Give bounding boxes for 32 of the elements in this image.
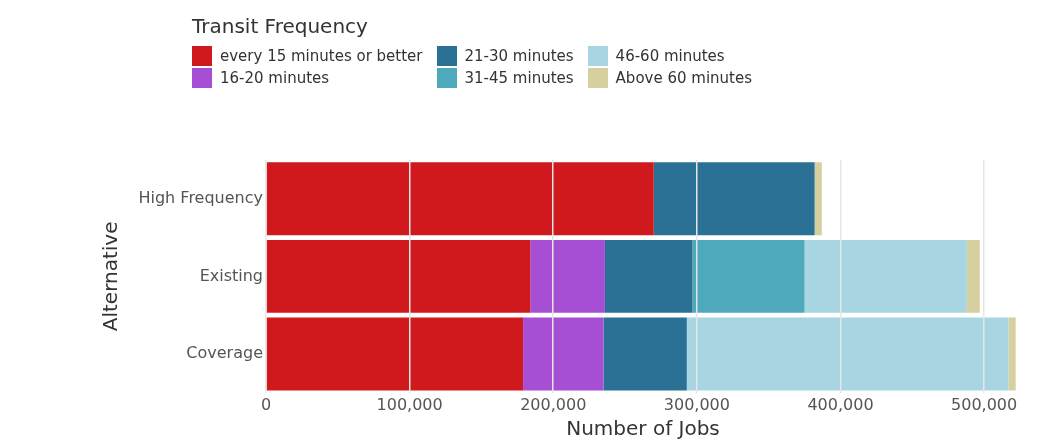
- x-axis-title: Number of Jobs: [566, 416, 720, 441]
- x-tick-label: 0: [260, 394, 272, 414]
- y-tick-label: High Frequency: [138, 187, 263, 207]
- bar: [653, 162, 815, 236]
- x-tick-label: 200,000: [520, 394, 587, 414]
- bar: [686, 317, 1009, 391]
- bar: [523, 317, 604, 391]
- legend-label: 21-30 minutes: [464, 47, 574, 65]
- legend-title: Transit Frequency: [192, 14, 369, 38]
- bar: [804, 239, 967, 313]
- bar: [530, 239, 605, 313]
- bar: [692, 239, 805, 313]
- bar: [266, 317, 524, 391]
- legend-label: Above 60 minutes: [615, 69, 752, 87]
- legend-label: every 15 minutes or better: [220, 47, 423, 65]
- x-tick-label: 400,000: [807, 394, 874, 414]
- y-tick-label: Coverage: [186, 343, 263, 363]
- y-tick-label: Existing: [199, 265, 263, 285]
- x-tick-label: 100,000: [376, 394, 443, 414]
- y-axis-title: Alternative: [98, 221, 123, 332]
- bar: [814, 162, 822, 236]
- bar: [966, 239, 980, 313]
- legend-label: 16-20 minutes: [220, 69, 330, 87]
- bar: [266, 162, 654, 236]
- x-tick-label: 500,000: [951, 394, 1018, 414]
- bar: [603, 317, 687, 391]
- legend-label: 46-60 minutes: [615, 47, 725, 65]
- legend-label: 31-45 minutes: [464, 69, 574, 87]
- bar: [266, 239, 531, 313]
- x-tick-label: 300,000: [663, 394, 730, 414]
- bar: [1008, 317, 1016, 391]
- bar: [604, 239, 693, 313]
